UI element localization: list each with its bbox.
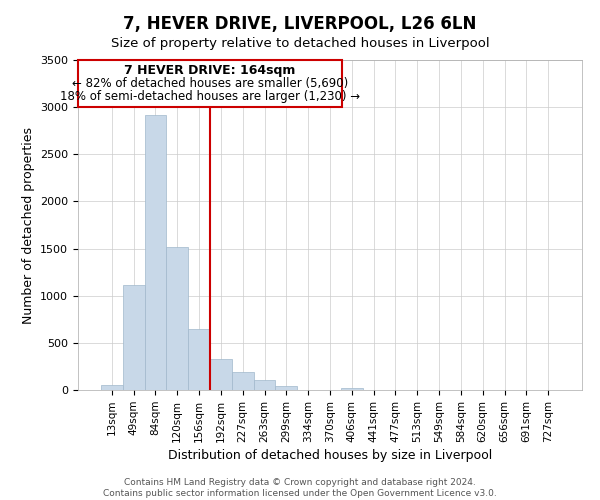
Bar: [101, 385, 123, 390]
Text: Contains HM Land Registry data © Crown copyright and database right 2024.
Contai: Contains HM Land Registry data © Crown c…: [103, 478, 497, 498]
Bar: [166, 246, 188, 390]
Bar: [123, 286, 145, 390]
Text: 7 HEVER DRIVE: 164sqm: 7 HEVER DRIVE: 164sqm: [124, 64, 296, 77]
X-axis label: Distribution of detached houses by size in Liverpool: Distribution of detached houses by size …: [168, 449, 492, 462]
Y-axis label: Number of detached properties: Number of detached properties: [22, 126, 35, 324]
Bar: [232, 372, 254, 390]
Bar: [188, 328, 210, 390]
Bar: [145, 114, 166, 390]
Text: 7, HEVER DRIVE, LIVERPOOL, L26 6LN: 7, HEVER DRIVE, LIVERPOOL, L26 6LN: [124, 15, 476, 33]
Text: ← 82% of detached houses are smaller (5,690): ← 82% of detached houses are smaller (5,…: [72, 77, 348, 90]
Bar: [254, 380, 275, 390]
FancyBboxPatch shape: [78, 60, 342, 107]
Text: 18% of semi-detached houses are larger (1,230) →: 18% of semi-detached houses are larger (…: [60, 90, 360, 104]
Text: Size of property relative to detached houses in Liverpool: Size of property relative to detached ho…: [110, 38, 490, 51]
Bar: [275, 386, 297, 390]
Bar: [210, 359, 232, 390]
Bar: [341, 388, 363, 390]
